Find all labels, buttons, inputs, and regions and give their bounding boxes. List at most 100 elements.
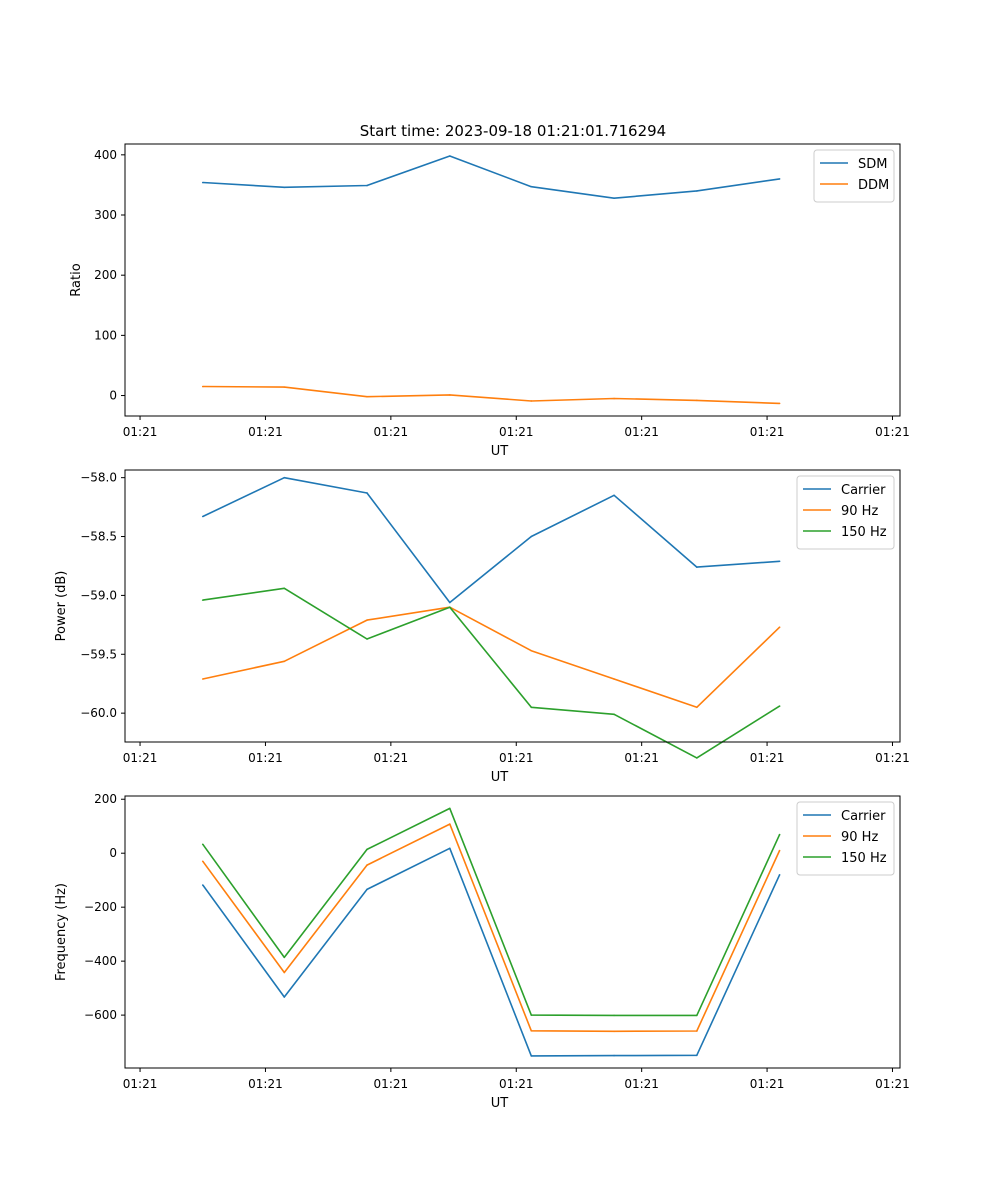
data-point-sdm: [201, 181, 204, 184]
data-point-150-hz: [366, 848, 368, 851]
y-tick-label: −600: [84, 1008, 117, 1022]
y-tick-label: −200: [84, 900, 117, 914]
x-tick-label: 01:21: [374, 425, 409, 439]
x-axis-label: UT: [491, 1096, 509, 1111]
data-point-90-hz: [613, 1030, 615, 1033]
data-point-sdm: [613, 197, 615, 199]
data-point-90-hz: [283, 660, 286, 663]
plot-frame: [124, 469, 901, 743]
y-tick-label: −59.0: [80, 588, 117, 602]
y-tick-label: 0: [109, 389, 117, 403]
data-point-carrier: [778, 873, 781, 876]
y-tick-label: 0: [109, 846, 117, 860]
data-point-150-hz: [696, 757, 698, 759]
data-point-150-hz: [696, 1014, 698, 1017]
x-tick-label: 01:21: [123, 1077, 158, 1091]
chart-title: Start time: 2023-09-18 01:21:01.716294: [360, 122, 666, 140]
y-axis-label: Frequency (Hz): [54, 883, 69, 981]
legend-label: 90 Hz: [841, 504, 878, 519]
data-point-carrier: [366, 888, 368, 891]
data-point-carrier: [530, 1055, 533, 1057]
data-point-ddm: [696, 399, 698, 402]
chart-panel-1: 01:2101:2101:2101:2101:2101:2101:2101:22…: [69, 143, 910, 459]
x-tick-label: 01:21: [374, 751, 409, 765]
y-axis-label: Ratio: [69, 263, 84, 296]
data-point-ddm: [201, 385, 204, 388]
x-tick-label: 01:21: [499, 1077, 534, 1091]
data-point-sdm: [696, 190, 698, 192]
data-point-carrier: [366, 492, 368, 494]
x-axis-label: UT: [491, 444, 509, 459]
legend-label: DDM: [858, 178, 889, 193]
data-point-sdm: [778, 178, 781, 180]
data-point-carrier: [696, 1054, 698, 1057]
series-line-150-hz: [202, 807, 781, 1017]
legend-label: 90 Hz: [841, 830, 878, 845]
x-tick-label: 01:21: [624, 1077, 659, 1091]
data-point-150-hz: [530, 1014, 533, 1016]
plot-frame: [124, 795, 901, 1069]
legend: Carrier 90 Hz 150 Hz: [796, 475, 895, 550]
legend-label: Carrier: [841, 809, 886, 824]
x-tick-label: 01:21: [875, 1077, 910, 1091]
data-point-90-hz: [696, 706, 698, 709]
plot-frame: [124, 143, 901, 417]
series-line-90-hz: [202, 606, 781, 709]
y-tick-label: −400: [84, 954, 117, 968]
data-point-carrier: [448, 601, 451, 604]
data-point-ddm: [778, 402, 781, 405]
x-tick-label: 01:21: [499, 751, 534, 765]
x-tick-label: 01:21: [624, 751, 659, 765]
data-point-150-hz: [283, 956, 286, 959]
chart-panel-3: 01:2101:2101:2101:2101:2101:2101:2101:22…: [54, 792, 910, 1111]
data-point-150-hz: [778, 705, 781, 707]
data-point-ddm: [366, 395, 368, 398]
data-point-sdm: [366, 184, 368, 187]
data-point-sdm: [448, 155, 451, 157]
x-tick-label: 01:21: [499, 425, 534, 439]
data-point-carrier: [530, 535, 533, 538]
series-line-ddm: [202, 385, 780, 405]
data-point-90-hz: [613, 678, 615, 680]
data-point-150-hz: [201, 599, 204, 601]
data-point-ddm: [448, 394, 451, 396]
x-tick-label: 01:21: [750, 751, 785, 765]
data-point-150-hz: [201, 843, 204, 846]
data-point-150-hz: [778, 833, 781, 836]
data-point-150-hz: [613, 1014, 615, 1017]
data-point-150-hz: [366, 638, 368, 640]
data-point-90-hz: [530, 649, 533, 652]
y-tick-label: −59.5: [80, 647, 117, 661]
y-tick-label: −58.0: [80, 471, 117, 485]
series-line-90-hz: [202, 823, 781, 1033]
data-point-ddm: [613, 397, 615, 400]
data-point-carrier: [283, 996, 286, 998]
data-point-carrier: [696, 566, 698, 568]
data-point-90-hz: [696, 1030, 698, 1032]
y-axis-label: Power (dB): [54, 571, 69, 642]
data-point-ddm: [283, 386, 286, 388]
data-point-90-hz: [530, 1029, 533, 1032]
data-point-90-hz: [366, 864, 368, 866]
x-tick-label: 01:21: [875, 425, 910, 439]
y-tick-label: 100: [94, 328, 117, 342]
series-line-sdm: [202, 155, 780, 199]
data-point-carrier: [283, 476, 286, 479]
data-point-150-hz: [448, 807, 451, 810]
y-tick-label: 200: [94, 268, 117, 282]
y-tick-label: −58.5: [80, 530, 117, 544]
series-line-150-hz: [202, 587, 781, 759]
data-point-carrier: [778, 560, 781, 563]
chart-panels: 01:2101:2101:2101:2101:2101:2101:2101:22…: [54, 143, 910, 1111]
data-point-150-hz: [530, 706, 533, 709]
chart-panel-2: 01:2101:2101:2101:2101:2101:2101:2101:22…: [54, 469, 910, 785]
x-tick-label: 01:21: [875, 751, 910, 765]
data-point-90-hz: [448, 823, 451, 825]
data-point-carrier: [448, 847, 451, 850]
series-line-carrier: [202, 847, 781, 1057]
y-tick-label: −60.0: [80, 706, 117, 720]
legend-label: Carrier: [841, 483, 886, 498]
data-point-carrier: [201, 884, 204, 886]
x-tick-label: 01:21: [248, 751, 283, 765]
data-point-90-hz: [366, 619, 368, 621]
